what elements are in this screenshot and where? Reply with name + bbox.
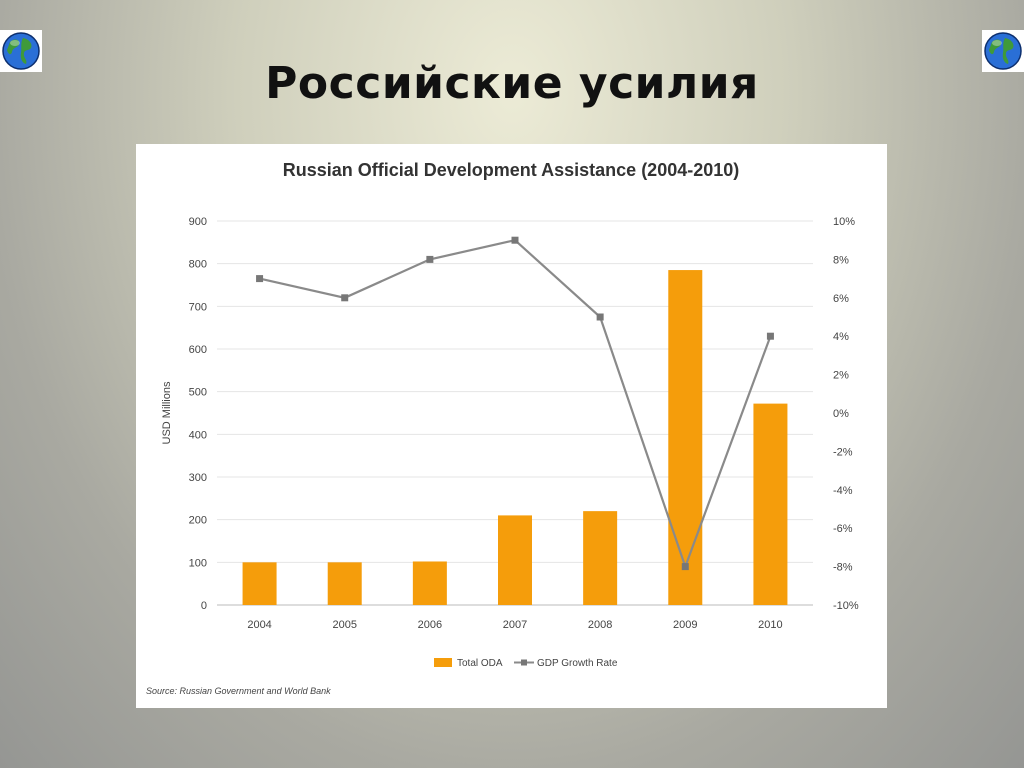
legend-swatch-total-oda [434,658,452,667]
x-tick-label: 2006 [418,619,442,631]
x-tick-label: 2005 [332,619,356,631]
y-tick-label: 700 [189,301,207,313]
y2-tick-label: 2% [833,370,849,382]
y2-tick-label: -2% [833,446,853,458]
legend-swatch-gdp-marker [521,659,527,666]
y2-tick-label: 0% [833,408,849,420]
y2-tick-label: -10% [833,600,859,612]
y2-tick-label: -4% [833,485,853,497]
gdp-point-2005 [341,294,349,302]
y-tick-label: 400 [189,429,207,441]
y2-tick-label: -6% [833,523,853,535]
gdp-point-2004 [256,275,264,283]
y-tick-label: 200 [189,515,207,527]
bar-2005 [327,562,362,605]
gdp-point-2008 [596,313,604,321]
chart-source: Source: Russian Government and World Ban… [146,686,331,696]
gdp-point-2006 [426,255,434,263]
bar-2004 [242,562,277,605]
x-tick-label: 2010 [758,619,782,631]
y2-tick-label: 4% [833,331,849,343]
globe-icon [0,30,42,72]
slide-title: Российские усилия [265,58,759,109]
bar-2007 [498,515,532,605]
x-tick-label: 2007 [503,619,527,631]
gdp-point-2009 [681,563,689,571]
y-tick-label: 0 [201,600,207,612]
y-tick-label: 900 [189,216,207,228]
y2-tick-label: -8% [833,562,853,574]
gdp-point-2007 [511,236,519,244]
legend-label-gdp: GDP Growth Rate [537,658,618,669]
bar-2006 [412,561,447,605]
y2-tick-label: 6% [833,293,849,305]
bar-2010 [753,403,788,605]
y-tick-label: 300 [189,472,207,484]
y2-tick-label: 8% [833,254,849,266]
y2-tick-label: 10% [833,216,855,228]
y-tick-label: 800 [189,259,207,271]
globe-icon [982,30,1024,72]
x-tick-label: 2004 [247,619,271,631]
y-tick-label: 500 [189,387,207,399]
x-tick-label: 2009 [673,619,697,631]
chart-panel: Russian Official Development Assistance … [136,144,887,708]
x-tick-label: 2008 [588,619,612,631]
legend-label-total-oda: Total ODA [457,658,503,669]
chart-title: Russian Official Development Assistance … [283,160,740,180]
bar-2009 [668,270,703,605]
y-tick-label: 600 [189,344,207,356]
y-axis-label: USD Millions [161,381,173,444]
y-tick-label: 100 [189,557,207,569]
oda-chart: Russian Official Development Assistance … [161,160,859,669]
bar-2008 [583,511,618,605]
gdp-point-2010 [766,332,774,340]
